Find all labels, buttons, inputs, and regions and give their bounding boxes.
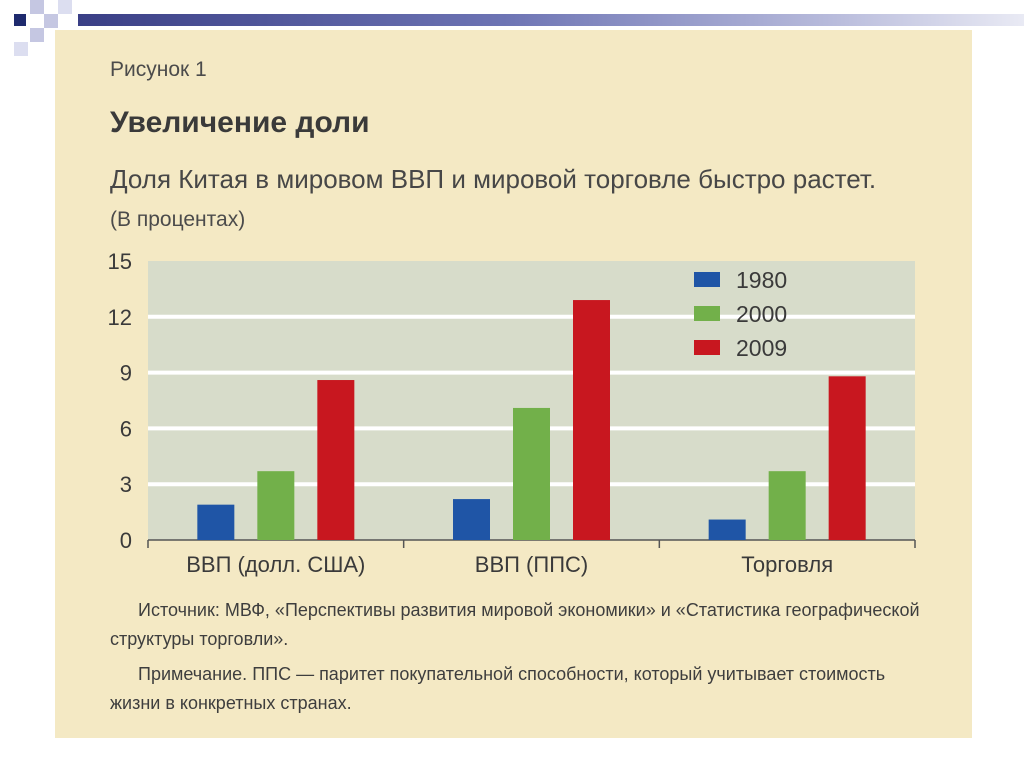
header-bar [78,14,1024,26]
chart-title: Увеличение доли [110,106,370,139]
legend-label: 2009 [736,335,787,361]
decor-square-light [58,0,72,14]
decor-square-light [44,14,58,28]
bar-2000 [768,471,806,540]
bar-2009 [317,380,355,540]
decor-square-light [30,0,44,14]
bar-2000 [257,471,295,540]
x-category-label: ВВП (ППС) [475,552,588,577]
figure-label: Рисунок 1 [110,58,207,81]
decor-square-dark [14,14,26,26]
chart-notes: Источник: МВФ, «Перспективы развития мир… [110,596,930,718]
bar-2009 [828,376,866,540]
decor-square-light [30,28,44,42]
legend-label: 1980 [736,267,787,293]
x-category-label: Торговля [741,552,833,577]
source-note: Источник: МВФ, «Перспективы развития мир… [110,600,920,649]
bar-2000 [513,407,550,540]
bar-1980 [453,499,490,540]
y-tick-label: 3 [120,472,132,497]
legend-swatch-2009 [694,340,720,355]
y-tick-label: 12 [108,305,132,330]
y-tick-label: 15 [108,249,132,274]
decor-square-light [14,42,28,56]
y-axis-unit: (В процентах) [110,208,246,231]
legend-swatch-1980 [694,272,720,287]
y-tick-label: 9 [120,361,132,386]
y-tick-label: 0 [120,528,132,553]
bar-2009 [573,300,610,540]
chart-subtitle: Доля Китая в мировом ВВП и мировой торго… [110,164,877,194]
remark-note: Примечание. ППС — паритет покупательной … [110,664,886,713]
bar-1980 [708,519,746,540]
legend-label: 2000 [736,301,787,327]
bar-1980 [197,504,235,540]
x-category-label: ВВП (долл. США) [186,552,365,577]
y-tick-label: 6 [120,416,132,441]
legend-swatch-2000 [694,306,720,321]
